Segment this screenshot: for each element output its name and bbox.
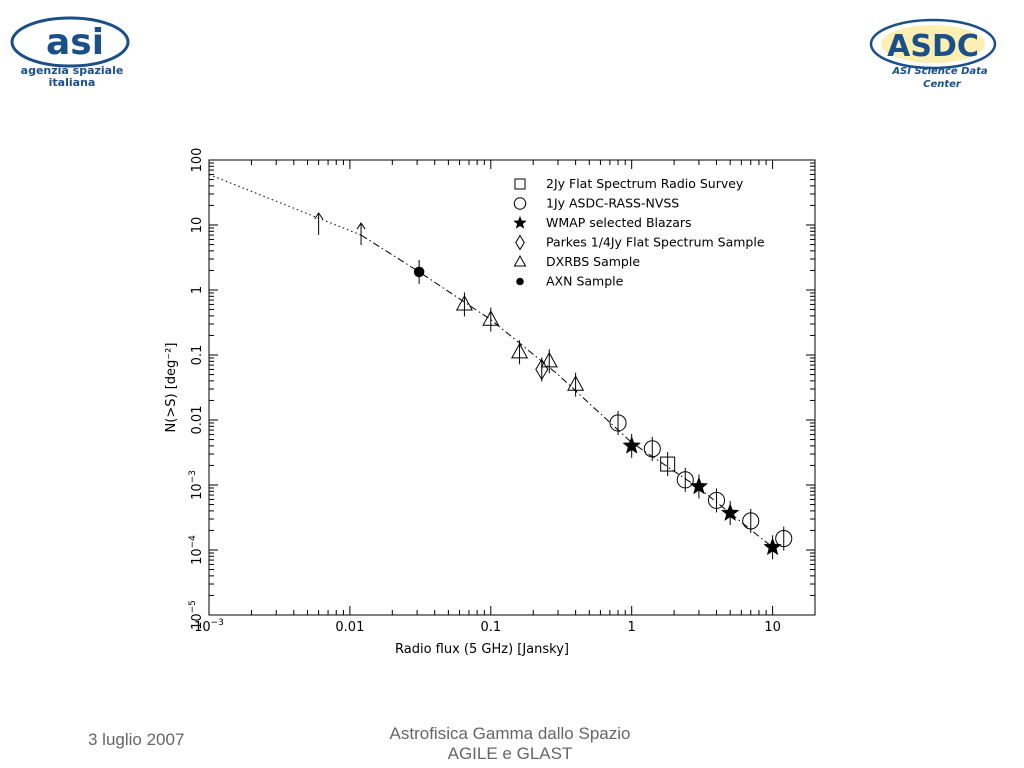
legend-label: DXRBS Sample [546,254,640,269]
asdc-logo-line1: ASI Science Data [891,66,988,77]
circle-marker [609,414,627,432]
y-tick-exponent: −4 [188,535,198,549]
footer-title-line2: AGILE e GLAST [447,744,573,763]
legend-label: Parkes 1/4Jy Flat Spectrum Sample [546,235,765,250]
star-marker [622,436,642,454]
x-tick-label: 1 [628,620,636,635]
legend-dot-marker [516,277,524,286]
dotted-extrapolation-line [208,173,362,236]
asdc-logo-line2: Center [923,79,962,90]
circle-marker [775,530,793,548]
star-marker [763,537,782,556]
asi-logo-mark-text: asi [46,22,104,63]
legend-diamond-marker [515,234,525,251]
footer-title-line1: Astrofisica Gamma dallo Spazio [389,724,631,743]
triangle-marker [482,310,500,326]
y-tick-label-group: 0.1 [190,345,205,366]
asdc-logo-mark-text: ASDC [887,29,979,64]
diamond-marker [535,358,549,381]
square-marker [660,456,676,472]
legend-label: 1Jy ASDC-RASS-NVSS [546,196,679,211]
y-tick-label-group: 10−4 [188,535,205,565]
asdc-logo: ASDC ASI Science Data Center [868,12,1008,96]
y-tick-label: 0.1 [190,345,205,366]
y-tick-label: 10 [190,217,205,234]
y-tick-label-group: 0.01 [190,406,205,435]
circle-marker [742,512,760,530]
footer-title: Astrofisica Gamma dallo Spazio AGILE e G… [340,724,680,764]
x-axis-title: Radio flux (5 GHz) [Jansky] [395,642,569,657]
y-tick-label: 0.01 [190,406,205,435]
legend-label: AXN Sample [546,274,624,289]
x-tick-label: 10 [764,620,781,635]
legend-label: 2Jy Flat Spectrum Radio Survey [546,176,744,191]
y-axis-title: N(>S) [deg⁻²] [164,343,179,433]
y-tick-label: 10−3 [188,470,205,500]
legend-circle-marker [513,197,527,210]
triangle-marker [540,351,558,368]
circle-marker [676,471,694,489]
y-tick-exponent: −3 [188,470,198,483]
y-tick-label: 100 [190,148,205,173]
y-tick-label-group: 10−5 [188,600,205,630]
asi-logo-mark: asi agenzia spaziale italiana [10,16,130,89]
legend-triangle-marker [513,254,527,267]
triangle-marker [511,342,529,359]
circle-marker [643,440,661,458]
y-axis-title-group: N(>S) [deg⁻²] [164,343,179,433]
y-tick-label-group: 1 [190,286,205,294]
legend-square-marker [514,178,526,190]
footer-date: 3 luglio 2007 [88,730,185,749]
star-marker [689,476,709,495]
circle-marker [707,491,726,509]
y-tick-label-group: 100 [190,148,205,173]
dot-marker [413,266,425,278]
legend-label: WMAP selected Blazars [546,215,692,230]
upper-limit-arrow-head [356,222,366,230]
plot-frame [208,159,816,616]
y-tick-label: 10−5 [188,600,205,630]
x-tick-exponent: −3 [211,618,224,628]
upper-limit-arrow-head [314,212,324,220]
y-tick-exponent: −5 [188,600,198,613]
y-tick-label-group: 10 [190,217,205,234]
triangle-marker [455,294,473,311]
triangle-marker [567,375,585,391]
y-tick-label: 1 [190,286,205,294]
x-tick-label: 0.01 [335,620,364,635]
x-tick-label: 0.1 [480,620,501,635]
asi-logo-line2: italiana [49,76,96,89]
y-tick-label: 10−4 [188,535,205,565]
asdc-logo-mark: ASDC ASI Science Data Center [869,18,997,90]
logn-logs-chart: 10−3 0.01 0.1 1 10 10−5 10−4 10−3 0.01 0.1 1 10 100 R… [150,140,840,660]
star-marker [720,503,740,522]
asi-logo-line1: agenzia spaziale [21,64,124,77]
y-tick-label-group: 10−3 [188,470,205,500]
legend-star-marker [513,215,527,229]
asi-logo: asi agenzia spaziale italiana [8,8,148,93]
chart-svg: 10−3 0.01 0.1 1 1010−510−410−30.010.1110100R… [164,148,816,657]
